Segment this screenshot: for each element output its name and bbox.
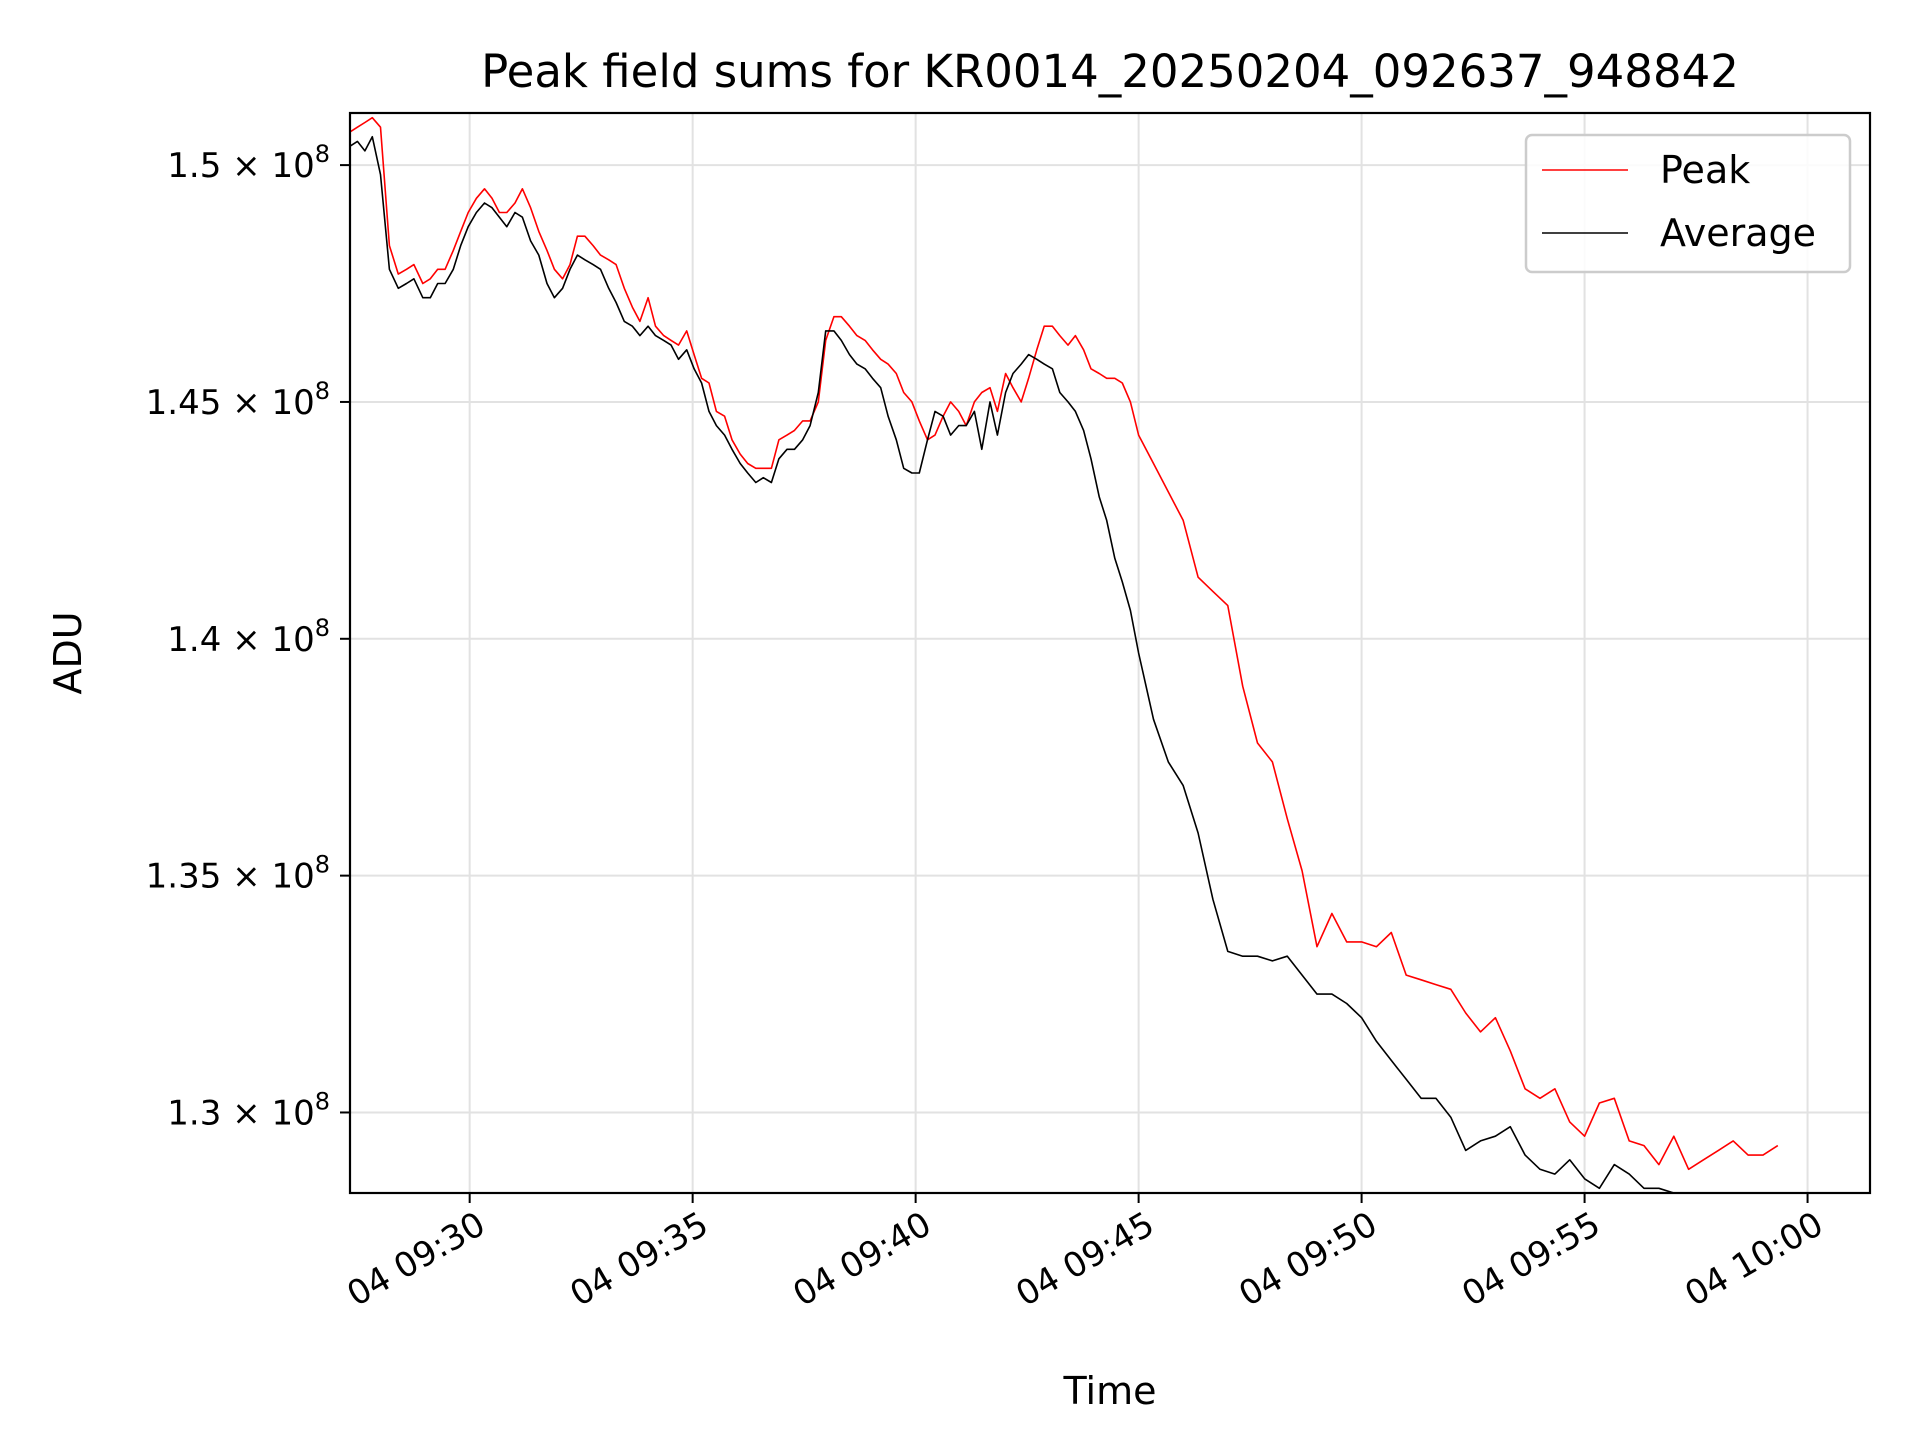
series-line-average [349, 135, 1719, 1194]
y-tick-label: 1.4 × 108 [167, 614, 330, 660]
y-tick-label: 1.35 × 108 [146, 851, 330, 897]
y-tick-mantissa: 1.3 [167, 1093, 221, 1133]
grid [350, 113, 1870, 1193]
y-tick-exponent: 8 [315, 1087, 330, 1115]
y-tick-label: 1.5 × 108 [167, 140, 330, 186]
y-tick-exponent: 8 [315, 140, 330, 168]
y-tick-mantissa: 1.35 [146, 857, 222, 897]
y-tick-exponent: 8 [315, 851, 330, 879]
y-tick-label: 1.3 × 108 [167, 1087, 330, 1133]
series-line-peak [349, 116, 1779, 1171]
plot-area-frame [348, 111, 1872, 1195]
y-tick-mantissa: 1.45 [146, 383, 222, 423]
chart-title: Peak field sums for KR0014_20250204_0926… [481, 45, 1739, 98]
y-tick-mantissa: 1.4 [167, 620, 221, 660]
y-tick-mantissa: 1.5 [167, 146, 221, 186]
y-tick-exponent: 8 [315, 614, 330, 642]
series-lines [349, 116, 1779, 1194]
legend: Peak Average [1524, 133, 1852, 274]
y-tick-label: 1.45 × 108 [146, 377, 330, 423]
y-axis-label: ADU [46, 611, 90, 694]
legend-peak-label: Peak [1660, 148, 1750, 192]
x-axis-label: Time [1063, 1369, 1157, 1413]
y-tick-exponent: 8 [315, 377, 330, 405]
legend-average-label: Average [1660, 211, 1816, 255]
